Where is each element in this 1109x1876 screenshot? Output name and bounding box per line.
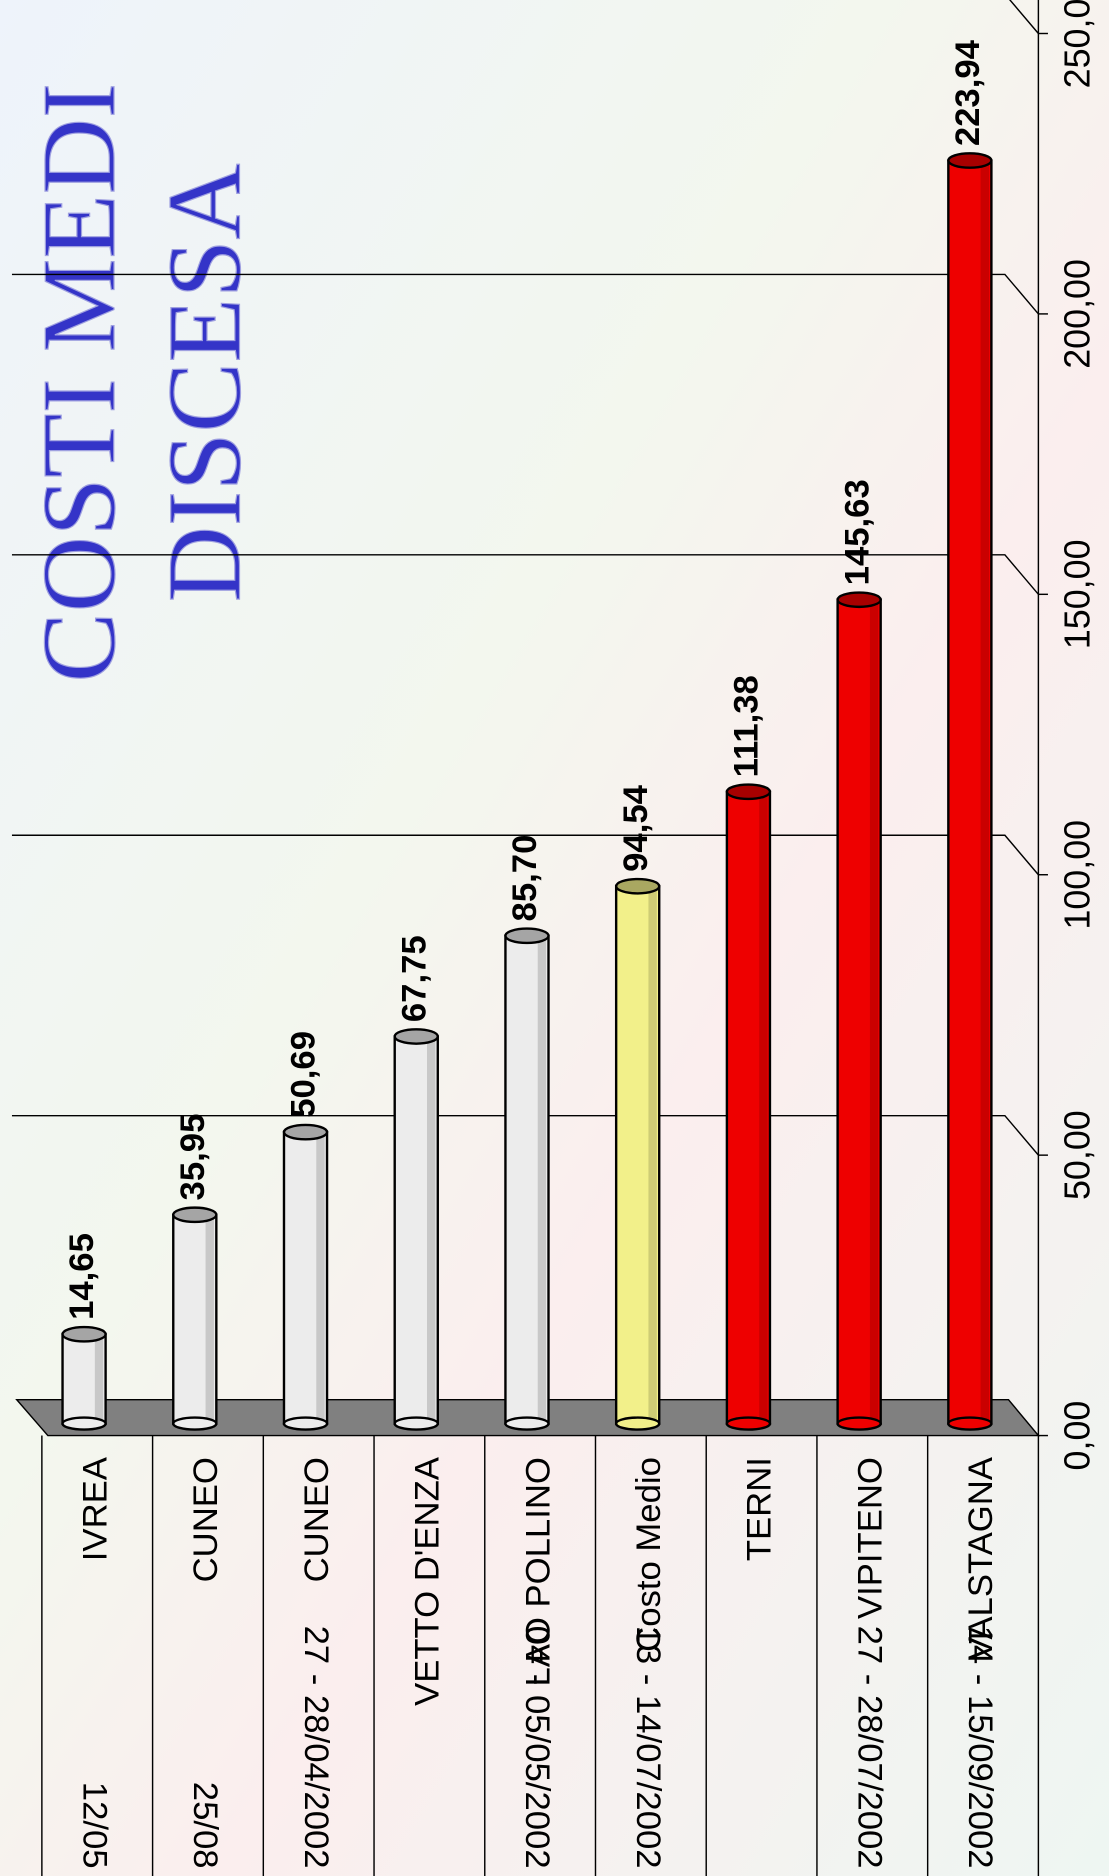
x-tick-label: LAO POLLINO	[519, 1457, 557, 1686]
value-label: 223,94	[949, 39, 987, 146]
value-label: 35,95	[174, 1114, 212, 1201]
x-tick-label: VALSTAGNA	[962, 1456, 1000, 1660]
bar	[172, 1213, 218, 1425]
bar-foot	[504, 1416, 550, 1431]
date-label: 14 - 15/09/2002	[961, 1626, 999, 1869]
x-tick-label: VETTO D'ENZA	[409, 1456, 447, 1706]
date-label: 27 - 28/04/2002	[297, 1626, 335, 1869]
bar-shade	[427, 1036, 436, 1424]
bar-cap	[504, 927, 550, 945]
date-label: 27 - 28/07/2002	[850, 1626, 888, 1869]
x-tick-label: TERNI	[741, 1457, 779, 1561]
grid-line	[11, 1114, 1039, 1156]
bar-shade	[94, 1334, 104, 1424]
x-tick-label: CUNEO	[187, 1457, 225, 1582]
bar-shade	[537, 935, 547, 1424]
bar-cap	[836, 591, 882, 609]
plot: COSTI MEDI DISCESA 0,00 50,00 100,00 150,00…	[11, 0, 1098, 1876]
x-tick-label: Costo Medio	[630, 1457, 668, 1652]
bar-foot	[947, 1416, 993, 1431]
x-tick-label: IVREA	[76, 1456, 114, 1561]
y-tick-label: 50,00	[1058, 1110, 1098, 1200]
value-label: 14,65	[63, 1233, 101, 1320]
grid-line	[1009, 0, 1039, 34]
bar	[282, 1130, 329, 1425]
y-tick-label: 150,00	[1058, 539, 1098, 649]
bar-foot	[172, 1416, 218, 1431]
bar-shade	[869, 599, 879, 1424]
bar	[614, 885, 661, 1425]
chart-title: COSTI MEDI	[20, 83, 137, 682]
grid-line	[11, 554, 1039, 595]
bar-shade	[205, 1214, 214, 1424]
date-label: 25/08	[186, 1782, 224, 1869]
date-label: 13 - 14/07/2002	[629, 1626, 667, 1869]
grid-line	[11, 273, 1039, 315]
bar-foot	[282, 1416, 329, 1431]
bar-cap	[725, 783, 772, 801]
date-label: 12/05	[75, 1782, 113, 1869]
bar-cap	[61, 1325, 107, 1343]
bar-cap	[947, 152, 993, 169]
value-label: 67,75	[395, 935, 433, 1022]
grid-line	[11, 834, 1039, 876]
bar	[725, 790, 772, 1425]
bar-shade	[980, 160, 990, 1424]
value-label: 145,63	[838, 479, 876, 585]
value-label: 50,69	[285, 1031, 323, 1118]
bar-foot	[61, 1416, 107, 1431]
bar-shade	[316, 1132, 325, 1424]
bar	[836, 598, 882, 1425]
bar-shade	[648, 886, 657, 1424]
bar-foot	[393, 1416, 439, 1431]
x-tick-label: VIPITENO	[851, 1457, 889, 1619]
bar-foot	[725, 1416, 772, 1431]
bar-cap	[172, 1206, 218, 1224]
value-label: 94,54	[617, 784, 655, 872]
bar-cap	[614, 877, 661, 895]
value-label: 111,38	[728, 675, 766, 777]
bar	[61, 1333, 107, 1425]
bar-shade	[759, 791, 768, 1424]
y-tick-label: 100,00	[1058, 820, 1098, 930]
bar-foot	[614, 1416, 661, 1431]
bar-foot	[836, 1416, 882, 1431]
bar-cap	[393, 1028, 439, 1045]
y-tick-label: 250,00	[1058, 0, 1098, 88]
bar-cap	[282, 1123, 329, 1141]
chart-title: DISCESA	[145, 163, 262, 602]
y-tick-label: 0,00	[1058, 1401, 1098, 1471]
y-tick-label: 200,00	[1058, 259, 1098, 369]
value-label: 85,70	[506, 835, 544, 922]
date-label: 04 - 05/05/2002	[518, 1626, 556, 1869]
x-tick-label: CUNEO	[298, 1457, 336, 1582]
bar	[947, 159, 993, 1425]
